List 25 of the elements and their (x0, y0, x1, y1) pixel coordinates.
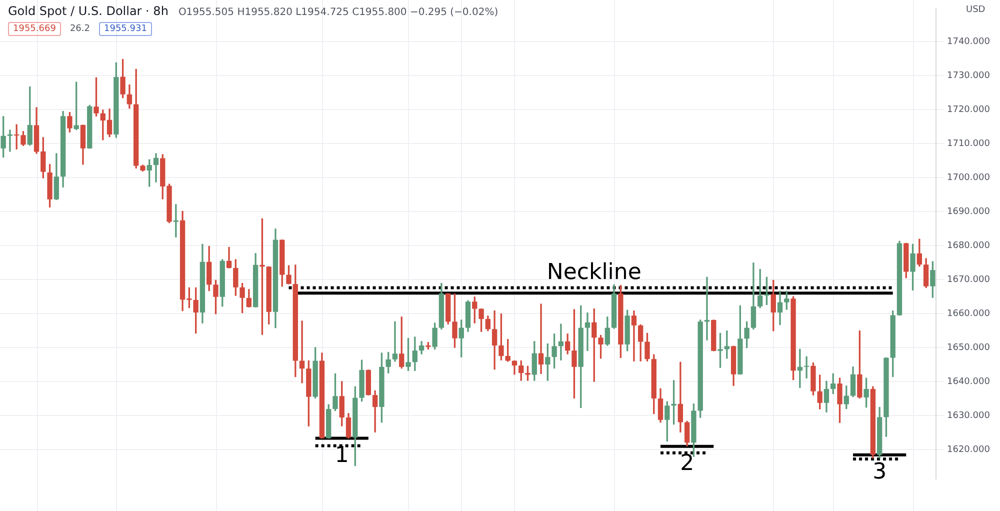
candlestick (718, 332, 723, 368)
y-tick-label: 1640.000 (947, 376, 990, 387)
y-tick-label: 1620.000 (947, 444, 990, 455)
annotation: 1955.669 (8, 22, 61, 36)
y-tick-label: 1710.000 (947, 138, 990, 149)
y-tick-label: 1690.000 (947, 206, 990, 217)
y-axis-title: USD (966, 5, 986, 15)
y-tick-label: 1720.000 (947, 105, 990, 115)
annotation: 1955.931 (99, 22, 152, 36)
series-label: 1 (334, 442, 349, 468)
y-tick-label: 1660.000 (947, 308, 990, 319)
series-label: Neckline (546, 260, 642, 285)
y-tick-label: 1650.000 (947, 342, 990, 353)
annotation: 26.2 (68, 23, 91, 36)
y-tick-label: 1730.000 (947, 71, 990, 82)
series-label: 2 (680, 451, 694, 476)
annotation: O1955.505 H1955.820 L1954.725 C1955.800 −0.295 (−0.02%) (178, 7, 498, 18)
chart-title: Gold Spot / U.S. Dollar · 8h (8, 4, 168, 18)
y-tick-label: 1740.000 (947, 37, 990, 48)
y-tick-label: 1670.000 (947, 274, 990, 285)
y-tick-label: 1700.000 (947, 172, 990, 183)
candlestick (366, 370, 372, 396)
series-label: 3 (872, 460, 887, 485)
y-tick-label: 1680.000 (947, 240, 990, 251)
y-tick-label: 1630.000 (947, 410, 990, 421)
